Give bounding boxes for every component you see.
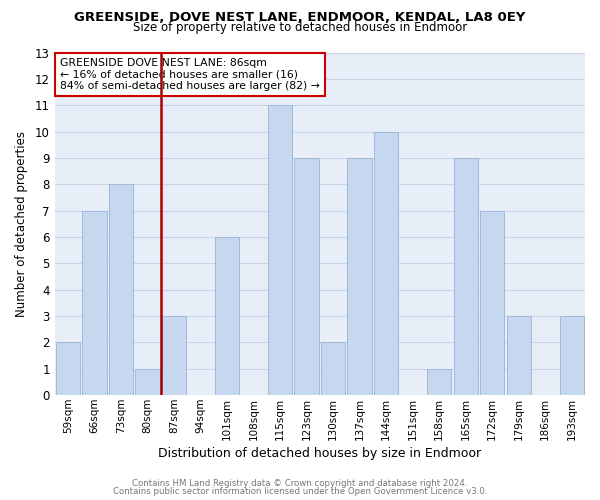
Text: Contains HM Land Registry data © Crown copyright and database right 2024.: Contains HM Land Registry data © Crown c… — [132, 480, 468, 488]
Bar — [56, 342, 80, 395]
Text: GREENSIDE, DOVE NEST LANE, ENDMOOR, KENDAL, LA8 0EY: GREENSIDE, DOVE NEST LANE, ENDMOOR, KEND… — [74, 11, 526, 24]
Text: Size of property relative to detached houses in Endmoor: Size of property relative to detached ho… — [133, 22, 467, 35]
Bar — [162, 316, 186, 395]
Bar — [480, 210, 505, 395]
Bar — [82, 210, 107, 395]
Text: GREENSIDE DOVE NEST LANE: 86sqm
← 16% of detached houses are smaller (16)
84% of: GREENSIDE DOVE NEST LANE: 86sqm ← 16% of… — [60, 58, 320, 91]
Bar — [215, 237, 239, 395]
Bar — [454, 158, 478, 395]
Bar — [136, 369, 160, 395]
Text: Contains public sector information licensed under the Open Government Licence v3: Contains public sector information licen… — [113, 487, 487, 496]
Bar — [295, 158, 319, 395]
Bar — [321, 342, 346, 395]
Bar — [427, 369, 451, 395]
Bar — [560, 316, 584, 395]
Bar — [268, 105, 292, 395]
Bar — [347, 158, 372, 395]
X-axis label: Distribution of detached houses by size in Endmoor: Distribution of detached houses by size … — [158, 447, 481, 460]
Bar — [506, 316, 531, 395]
Bar — [374, 132, 398, 395]
Bar — [109, 184, 133, 395]
Y-axis label: Number of detached properties: Number of detached properties — [15, 131, 28, 317]
